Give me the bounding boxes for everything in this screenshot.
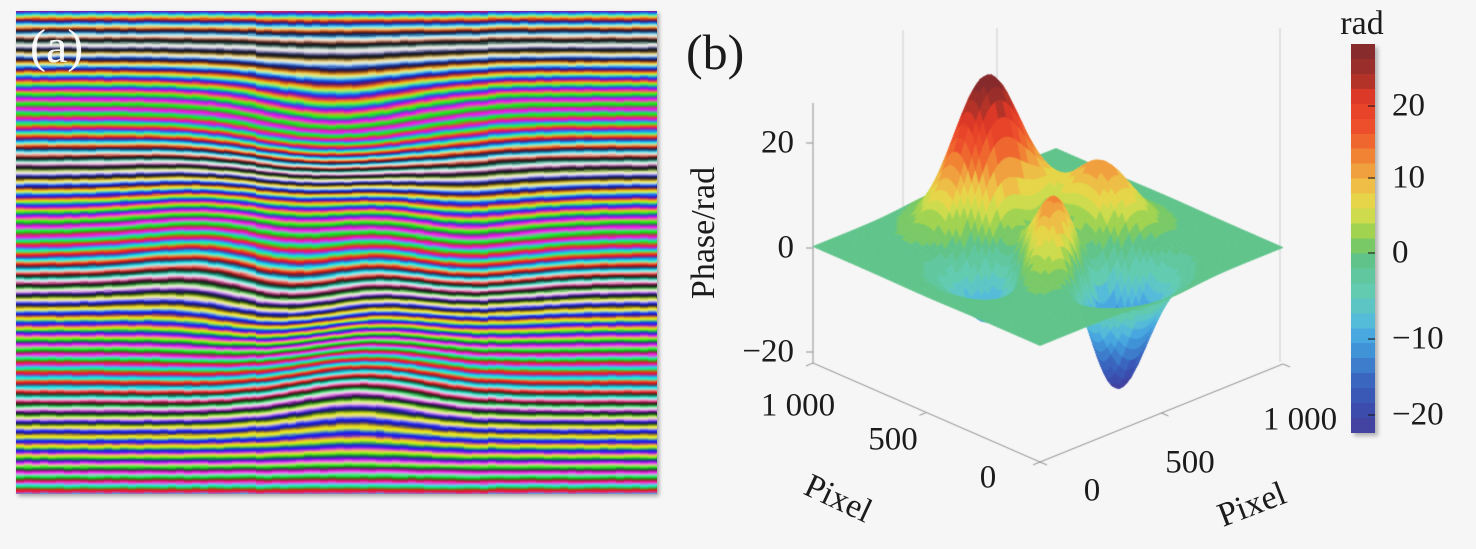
colorbar	[1351, 44, 1375, 433]
colorbar-tick-10: 10	[1392, 159, 1425, 196]
panel-a-fringe-image	[16, 11, 657, 494]
colorbar-tick-neg10: −10	[1392, 320, 1444, 357]
colorbar-tickmark	[1368, 338, 1375, 340]
right-axis-tick-0: 0	[1083, 472, 1101, 509]
z-axis-tick-20: 20	[761, 124, 794, 161]
right-axis-tick-500: 500	[1165, 444, 1215, 481]
right-axis-tick-1000: 1 000	[1262, 401, 1338, 438]
left-axis-tick-500: 500	[868, 421, 918, 458]
left-axis-tick-0: 0	[979, 459, 997, 496]
panel-b-label: (b)	[686, 24, 745, 80]
colorbar-tickmark	[1368, 177, 1375, 179]
colorbar-tick-neg20: −20	[1392, 396, 1444, 433]
colorbar-tickmark	[1368, 414, 1375, 416]
z-axis-tick-neg20: −20	[742, 333, 794, 370]
z-axis-tick-0: 0	[777, 229, 795, 266]
panel-a-label: (a)	[30, 20, 84, 73]
fringe-pattern-canvas	[16, 11, 657, 494]
colorbar-tick-0: 0	[1392, 234, 1409, 271]
colorbar-tick-20: 20	[1392, 87, 1425, 124]
colorbar-title: rad	[1340, 5, 1384, 43]
colorbar-tickmark	[1368, 105, 1375, 107]
left-axis-tick-1000: 1 000	[760, 387, 836, 424]
colorbar-tickmark	[1368, 252, 1375, 254]
z-axis-title: Phase/rad	[685, 166, 723, 300]
